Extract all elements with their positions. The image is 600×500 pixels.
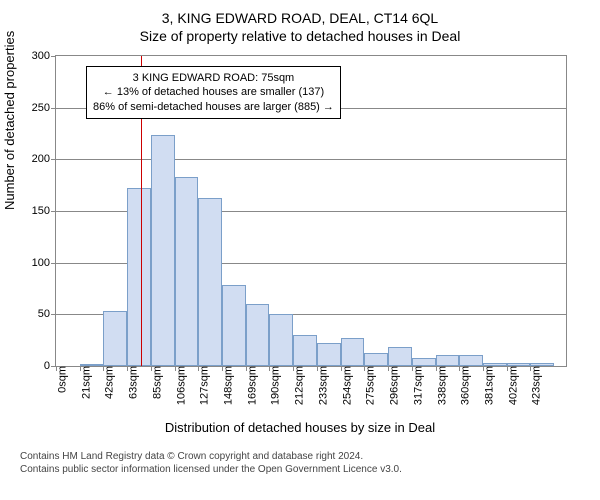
x-tick-label: 402sqm xyxy=(505,366,519,405)
footer-line1: Contains HM Land Registry data © Crown c… xyxy=(20,450,580,463)
histogram-bar xyxy=(530,363,554,366)
y-tick-label: 300 xyxy=(32,50,56,62)
x-tick-label: 317sqm xyxy=(410,366,424,405)
histogram-bar xyxy=(388,347,412,366)
x-tick-label: 148sqm xyxy=(220,366,234,405)
gridline xyxy=(56,159,566,160)
x-tick-label: 212sqm xyxy=(292,366,306,405)
x-tick-label: 296sqm xyxy=(386,366,400,405)
histogram-bar xyxy=(175,177,199,366)
histogram-bar xyxy=(436,355,460,366)
histogram-bar xyxy=(246,304,270,366)
histogram-bar xyxy=(412,358,436,366)
annotation-line1: 3 KING EDWARD ROAD: 75sqm xyxy=(93,71,334,85)
x-tick-label: 423sqm xyxy=(529,366,543,405)
y-tick-label: 50 xyxy=(38,308,56,320)
histogram-bar xyxy=(269,314,293,366)
histogram-bar xyxy=(317,343,341,366)
y-axis-label: Number of detached properties xyxy=(2,31,17,210)
y-tick-label: 100 xyxy=(32,257,56,269)
x-tick-label: 254sqm xyxy=(339,366,353,405)
annotation-line2: ← 13% of detached houses are smaller (13… xyxy=(93,85,334,99)
footer: Contains HM Land Registry data © Crown c… xyxy=(20,450,580,476)
y-tick-label: 150 xyxy=(32,205,56,217)
x-tick-label: 381sqm xyxy=(481,366,495,405)
page-title: 3, KING EDWARD ROAD, DEAL, CT14 6QL xyxy=(0,0,600,26)
x-tick-label: 0sqm xyxy=(54,366,68,393)
histogram-bar xyxy=(459,355,483,366)
footer-line2: Contains public sector information licen… xyxy=(20,463,580,476)
x-tick-label: 63sqm xyxy=(126,366,140,399)
x-tick-label: 360sqm xyxy=(458,366,472,405)
y-tick-label: 200 xyxy=(32,153,56,165)
y-tick-label: 250 xyxy=(32,102,56,114)
x-tick-label: 127sqm xyxy=(197,366,211,405)
annotation-line3: 86% of semi-detached houses are larger (… xyxy=(93,100,334,114)
x-tick-label: 169sqm xyxy=(244,366,258,405)
histogram-bar xyxy=(198,198,222,366)
x-tick-label: 21sqm xyxy=(78,366,92,399)
histogram-bar xyxy=(127,188,151,366)
histogram-bar xyxy=(364,353,388,366)
x-tick-label: 233sqm xyxy=(315,366,329,405)
histogram-bar xyxy=(80,364,104,366)
x-tick-label: 190sqm xyxy=(268,366,282,405)
histogram-bar xyxy=(151,135,175,366)
page-subtitle: Size of property relative to detached ho… xyxy=(0,26,600,44)
histogram-bar xyxy=(103,311,127,366)
histogram-bar xyxy=(293,335,317,366)
histogram-bar xyxy=(222,285,246,366)
chart-area: 3 KING EDWARD ROAD: 75sqm ← 13% of detac… xyxy=(55,55,567,367)
x-tick-label: 42sqm xyxy=(102,366,116,399)
annotation-box: 3 KING EDWARD ROAD: 75sqm ← 13% of detac… xyxy=(86,66,341,119)
histogram-bar xyxy=(507,363,531,366)
x-axis-label: Distribution of detached houses by size … xyxy=(0,420,600,435)
x-tick-label: 106sqm xyxy=(173,366,187,405)
histogram-bar xyxy=(483,363,507,366)
x-tick-label: 275sqm xyxy=(363,366,377,405)
x-tick-label: 85sqm xyxy=(149,366,163,399)
x-tick-label: 338sqm xyxy=(434,366,448,405)
histogram-bar xyxy=(341,338,365,366)
